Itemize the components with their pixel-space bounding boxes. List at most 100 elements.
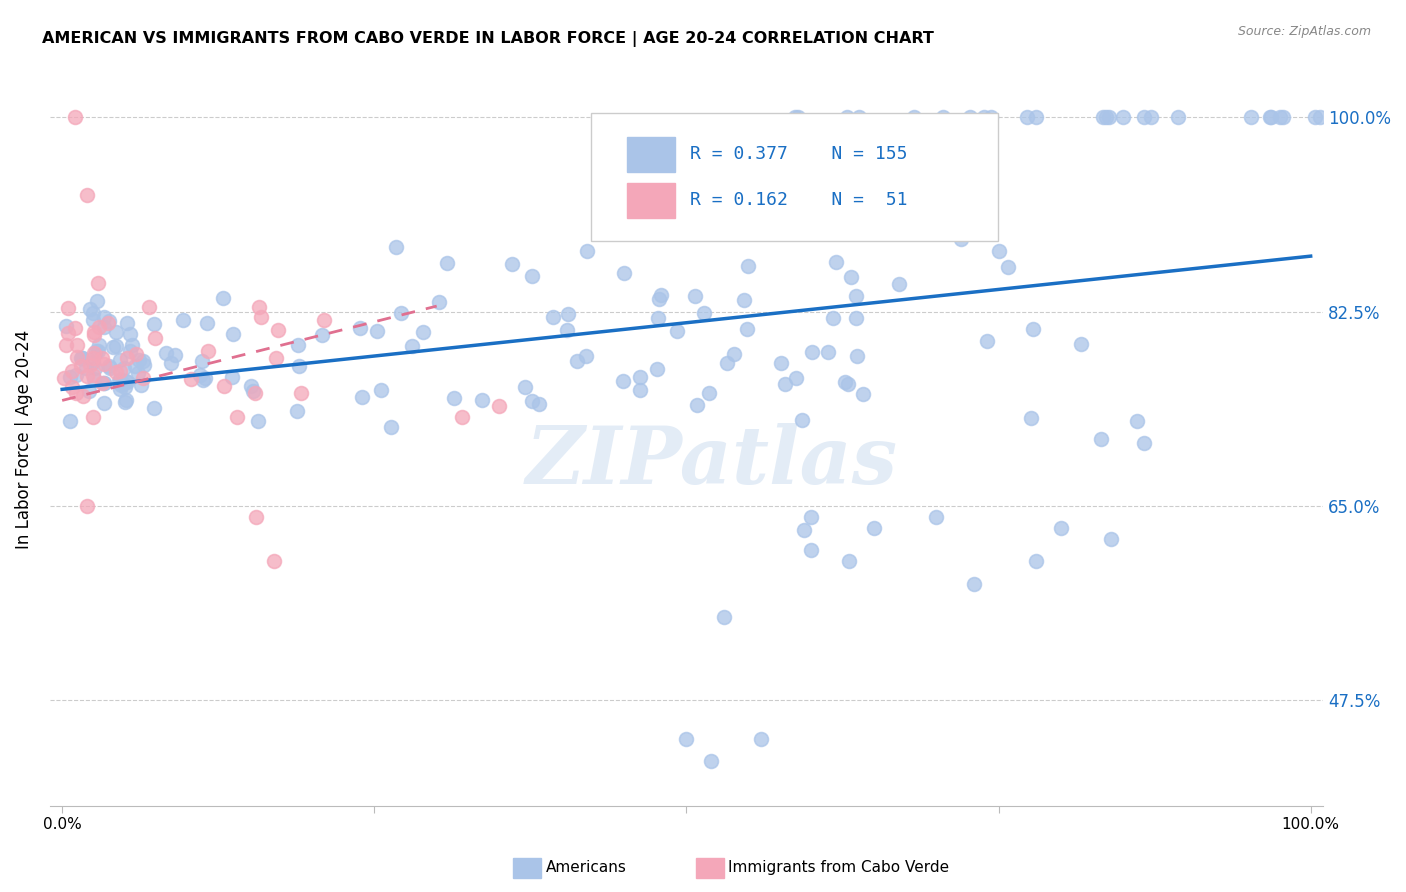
Point [1050, 521, 1073, 535]
Point [845, 311, 868, 326]
Point [1025, 554, 1047, 568]
Point [194, 370, 217, 384]
Point [77, 384, 100, 398]
Point [70, 359, 93, 373]
Point [845, 289, 868, 303]
Point [1092, 111, 1115, 125]
Point [713, 610, 735, 624]
Point [115, 351, 138, 365]
Point [287, 338, 309, 352]
Point [70, 351, 93, 365]
Point [613, 266, 636, 280]
Text: Immigrants from Cabo Verde: Immigrants from Cabo Verde [728, 861, 949, 875]
Point [443, 391, 465, 405]
Point [91, 376, 114, 390]
Point [76, 499, 98, 513]
Point [735, 322, 758, 336]
Point [114, 375, 136, 389]
Point [1270, 111, 1292, 125]
Point [389, 306, 412, 320]
Point [243, 386, 266, 401]
Point [72, 389, 94, 403]
Point [697, 385, 720, 400]
Point [165, 348, 187, 362]
Point [685, 289, 707, 303]
Point [132, 371, 155, 385]
Point [93, 320, 115, 334]
Point [839, 270, 862, 285]
Point [997, 260, 1019, 275]
Point [770, 356, 793, 370]
Point [89, 319, 111, 334]
Point [700, 754, 723, 768]
Point [197, 343, 219, 358]
Point [195, 316, 218, 330]
Point [110, 378, 132, 392]
Point [612, 374, 634, 388]
Point [114, 380, 136, 394]
Point [55, 318, 77, 333]
Text: Americans: Americans [546, 861, 627, 875]
Point [1126, 414, 1149, 428]
Point [125, 347, 148, 361]
Point [105, 339, 128, 353]
Point [959, 111, 981, 125]
Point [1140, 111, 1163, 125]
Point [180, 371, 202, 385]
Point [86, 294, 108, 309]
Point [70, 351, 93, 366]
Point [925, 510, 948, 524]
Point [555, 323, 578, 337]
Point [980, 111, 1002, 125]
Point [193, 373, 215, 387]
Point [93, 396, 115, 410]
Point [1309, 111, 1331, 125]
Point [648, 292, 671, 306]
Point [502, 257, 524, 271]
Point [370, 383, 392, 397]
Text: R = 0.377    N = 155: R = 0.377 N = 155 [690, 145, 908, 163]
Point [792, 413, 814, 427]
Point [104, 325, 127, 339]
Point [91, 351, 114, 365]
Point [101, 341, 124, 355]
Point [267, 323, 290, 337]
Point [66, 350, 89, 364]
Point [138, 300, 160, 314]
Point [834, 375, 856, 389]
Point [838, 554, 860, 568]
Point [1260, 111, 1282, 125]
Point [290, 386, 312, 401]
Point [142, 401, 165, 416]
Point [55, 338, 77, 352]
Point [932, 111, 955, 125]
Point [121, 338, 143, 352]
Point [1019, 410, 1042, 425]
Point [541, 310, 564, 325]
Point [239, 378, 262, 392]
Point [79, 358, 101, 372]
Point [1090, 432, 1112, 446]
Point [800, 510, 823, 524]
Point [976, 334, 998, 349]
Point [650, 288, 672, 302]
Point [793, 523, 815, 537]
Point [488, 399, 510, 413]
Point [647, 310, 669, 325]
Point [450, 410, 472, 425]
Point [120, 326, 142, 341]
Point [1303, 111, 1326, 125]
Point [800, 543, 823, 558]
Point [1240, 111, 1263, 125]
Point [105, 365, 128, 379]
Point [973, 111, 995, 125]
Point [1070, 337, 1092, 351]
Point [115, 375, 138, 389]
Point [226, 410, 249, 425]
Point [1099, 532, 1122, 546]
Point [567, 354, 589, 368]
Point [75, 361, 97, 376]
Text: R = 0.162    N =  51: R = 0.162 N = 51 [690, 192, 908, 210]
Point [87, 343, 110, 358]
Point [749, 221, 772, 235]
